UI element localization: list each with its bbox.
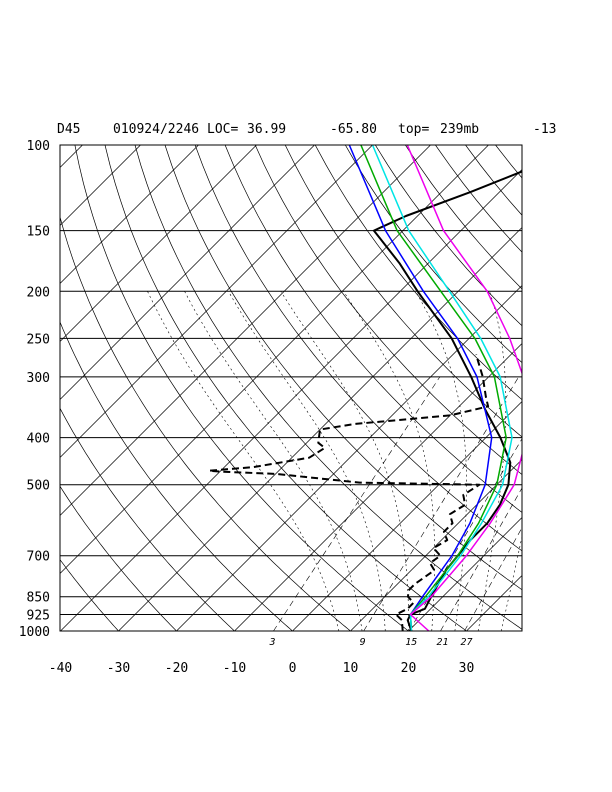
mixing-ratio-label: 9	[360, 637, 366, 648]
mixing-ratio-labels: 3 9 15 21 27	[268, 637, 472, 648]
mixing-ratio-label: 21	[436, 637, 448, 648]
isotherm-line	[60, 145, 373, 458]
dry-adiabat-line	[134, 145, 522, 630]
header-station: D45	[57, 122, 80, 137]
isotherm-line	[583, 145, 612, 631]
isotherm-line	[60, 145, 489, 574]
header-loc-label: LOC=	[207, 122, 238, 137]
header-extra: -13	[533, 122, 556, 137]
isotherm-line	[525, 145, 612, 631]
temperature-label: -10	[223, 661, 246, 676]
plot-frame	[59, 144, 523, 632]
dry-adiabat-line	[526, 145, 612, 631]
pressure-label-925: 925	[27, 609, 50, 624]
mixing-ratio-label: 3	[268, 637, 275, 648]
pressure-label-100: 100	[27, 139, 50, 154]
dry-adiabat-line	[60, 321, 293, 631]
isotherm-line	[466, 575, 522, 631]
temperature-label: 20	[401, 661, 417, 676]
moist-adiabat-line	[280, 291, 409, 631]
dry-adiabat-line	[495, 145, 522, 179]
mixing-ratio-label: 27	[460, 637, 472, 648]
moist-adiabat-line	[228, 291, 386, 631]
pressure-label-250: 250	[27, 332, 50, 347]
isotherm-line	[118, 227, 522, 631]
dry-adiabat-line	[344, 145, 522, 364]
temperature-label: -30	[107, 661, 130, 676]
moist-adiabat-line	[415, 291, 467, 631]
pressure-label-500: 500	[27, 479, 50, 494]
moist-adiabat-line	[343, 291, 436, 631]
mixing-ratio-label: 15	[405, 637, 417, 648]
pressure-label-300: 300	[27, 371, 50, 386]
dry-adiabat-line	[465, 145, 522, 216]
dry-adiabat-line	[284, 145, 522, 438]
temperature-label: 30	[459, 661, 475, 676]
parcel-series-line	[406, 145, 522, 631]
parcel-series-line	[360, 145, 507, 631]
temperature-series-line	[372, 170, 522, 631]
isotherm-line	[350, 459, 522, 631]
dewpoint-series-line	[208, 354, 490, 631]
isotherm-line	[0, 145, 25, 631]
dry-adiabat-line	[60, 215, 351, 631]
isotherm-line	[60, 145, 257, 342]
temperature-label: -20	[165, 661, 188, 676]
moist-adiabat-line	[477, 291, 507, 631]
dry-adiabat-line	[375, 145, 522, 327]
temperature-label: -40	[49, 661, 72, 676]
dry-adiabat-line	[60, 559, 119, 631]
isotherm-line	[60, 145, 199, 284]
pressure-label-400: 400	[27, 432, 50, 447]
mixing-ratio-line	[273, 376, 441, 631]
isotherm-line	[234, 343, 522, 631]
temperature-axis-labels: -40 -30 -20 -10 0 10 20 30	[49, 661, 475, 676]
header-datetime: 010924/2246	[113, 122, 199, 137]
isotherm-line	[60, 169, 522, 631]
sounding-series	[208, 145, 522, 631]
temperature-label: 0	[289, 661, 297, 676]
chart-header: D45 010924/2246 LOC= 36.99 -65.80 top= 2…	[57, 122, 556, 137]
dry-adiabat-line	[224, 145, 522, 513]
dry-adiabat-line	[586, 145, 612, 631]
dry-adiabat-line	[556, 145, 612, 631]
isotherm-line	[60, 145, 315, 400]
header-top-label: top=	[398, 122, 429, 137]
isotherm-line	[408, 517, 522, 631]
pressure-label-700: 700	[27, 550, 50, 565]
header-lon: -65.80	[330, 122, 377, 137]
isotherm-line	[60, 145, 431, 516]
parcel-series-line	[371, 145, 513, 631]
pressure-label-150: 150	[27, 225, 50, 240]
dry-adiabat-line	[254, 145, 522, 475]
pressure-label-1000: 1000	[19, 625, 50, 640]
header-top-value: 239mb	[440, 122, 479, 137]
pressure-label-850: 850	[27, 591, 50, 606]
isotherm-line	[176, 285, 522, 631]
mixing-ratio-line	[363, 376, 519, 631]
parcel-series-line	[348, 145, 493, 631]
pressure-label-200: 200	[27, 285, 50, 300]
temperature-label: 10	[343, 661, 359, 676]
background-lines	[0, 145, 612, 631]
moist-adiabat-line	[501, 535, 522, 631]
isotherm-line	[60, 145, 141, 226]
moist-adiabat-line	[184, 291, 363, 631]
moist-adiabat-line	[147, 291, 340, 631]
dry-adiabat-line	[104, 145, 467, 631]
header-lat: 36.99	[247, 122, 286, 137]
dry-adiabat-line	[435, 145, 522, 253]
